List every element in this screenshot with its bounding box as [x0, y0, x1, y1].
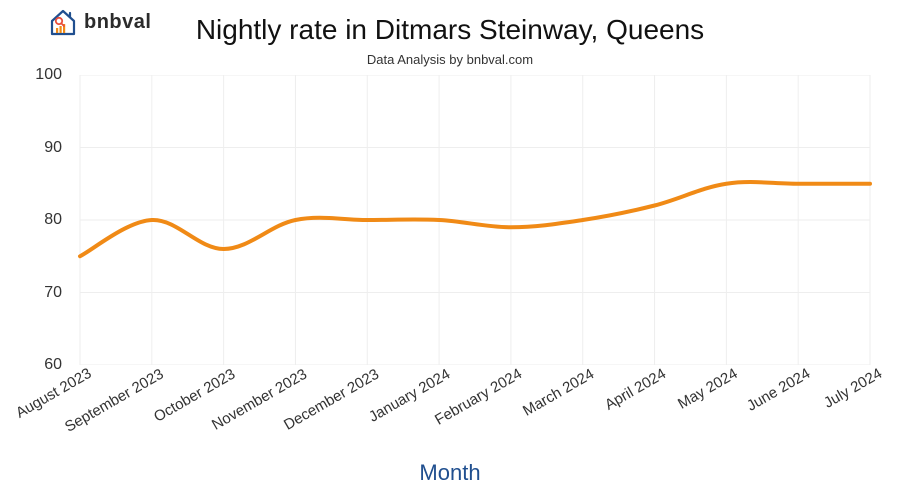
y-tick-label: 80 [44, 211, 62, 229]
chart-subtitle: Data Analysis by bnbval.com [0, 52, 900, 67]
chart-plot-area: 60708090100August 2023September 2023Octo… [70, 75, 880, 365]
x-tick-label: July 2024 [821, 365, 885, 412]
x-tick-label: April 2024 [602, 365, 669, 413]
y-tick-label: 100 [35, 66, 62, 84]
x-tick-label: May 2024 [675, 365, 741, 413]
price-line [80, 182, 870, 256]
y-tick-label: 60 [44, 356, 62, 374]
chart-svg [70, 75, 880, 365]
x-tick-label: June 2024 [744, 365, 813, 415]
chart-title: Nightly rate in Ditmars Steinway, Queens [0, 14, 900, 46]
y-tick-label: 70 [44, 284, 62, 302]
x-axis-label: Month [0, 460, 900, 486]
y-tick-label: 90 [44, 139, 62, 157]
x-tick-label: March 2024 [520, 365, 597, 419]
